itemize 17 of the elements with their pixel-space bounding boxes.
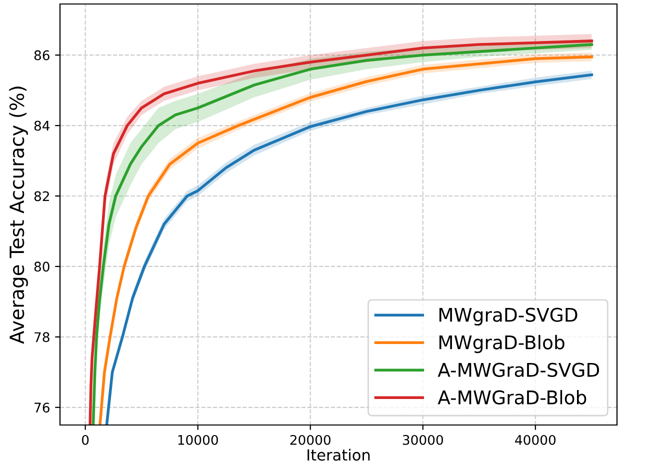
y-tick-label: 78 — [34, 332, 50, 342]
y-axis-title: Average Test Accuracy (%) — [9, 86, 28, 344]
y-tick-label: 84 — [34, 120, 50, 131]
legend-label: MWgraD-SVGD — [439, 308, 578, 326]
legend-label: A-MWGraD-SVGD — [438, 362, 600, 377]
y-tick-label: 82 — [34, 191, 49, 202]
x-tick-label: 20000 — [290, 434, 330, 445]
legend-label: MWgraD-Blob — [439, 334, 564, 354]
x-tick-label: 40000 — [515, 434, 556, 445]
x-tick-label: 30000 — [402, 434, 444, 445]
y-tick-label: 80 — [34, 262, 50, 272]
legend-label: A-MWGraD-Blob — [438, 390, 586, 404]
x-tick-label: 10000 — [178, 434, 218, 445]
x-axis-title: Iteration — [308, 448, 370, 461]
y-tick-label: 76 — [34, 402, 50, 413]
y-tick-label: 86 — [34, 50, 50, 60]
x-tick-label: 0 — [82, 434, 89, 445]
